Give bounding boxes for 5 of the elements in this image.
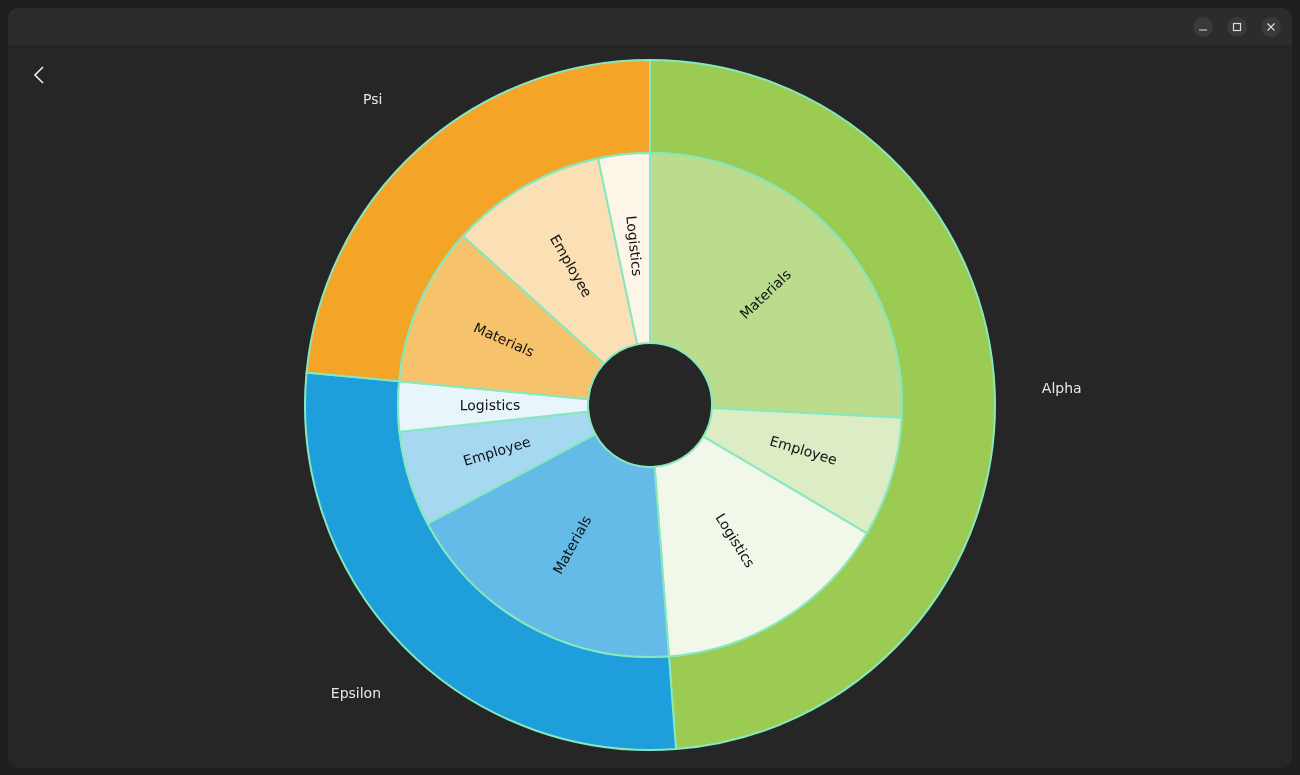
slice-label: Logistics	[623, 214, 646, 277]
slice-label: Psi	[363, 91, 383, 108]
slice-label: Epsilon	[330, 684, 382, 701]
slice-label: Alpha	[1041, 380, 1082, 397]
slice-label: Logistics	[459, 396, 521, 414]
